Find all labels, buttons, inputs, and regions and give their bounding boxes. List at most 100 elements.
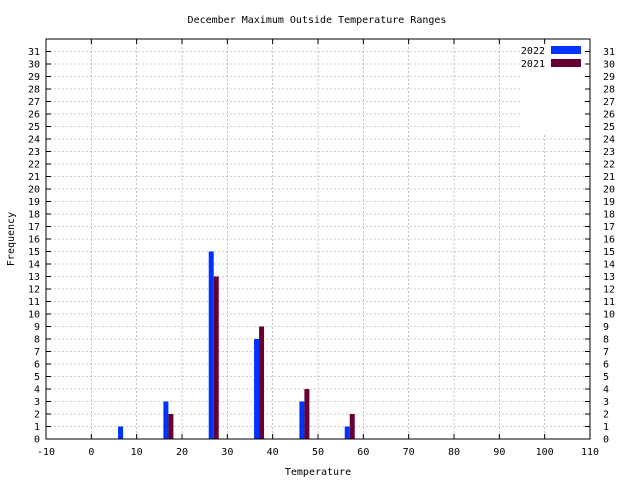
y-tick-label-right: 13 bbox=[603, 272, 615, 283]
x-tick-label: 110 bbox=[581, 447, 599, 458]
y-tick-label: 17 bbox=[28, 222, 40, 233]
y-tick-label-right: 8 bbox=[603, 335, 609, 346]
y-tick-label-right: 11 bbox=[603, 297, 615, 308]
y-axis-label: Frequency bbox=[6, 212, 17, 266]
bars bbox=[118, 251, 355, 439]
y-tick-label: 20 bbox=[28, 185, 40, 196]
y-tick-label-right: 14 bbox=[603, 260, 615, 271]
y-tick-label: 3 bbox=[34, 397, 40, 408]
bar-2021-27 bbox=[213, 276, 219, 439]
y-tick-label-right: 20 bbox=[603, 185, 615, 196]
y-tick-label-right: 7 bbox=[603, 347, 609, 358]
y-tick-label: 1 bbox=[34, 422, 40, 433]
x-tick-label: 60 bbox=[357, 447, 369, 458]
y-tick-label: 9 bbox=[34, 322, 40, 333]
y-tick-label-right: 31 bbox=[603, 47, 615, 58]
y-tick-label: 15 bbox=[28, 247, 40, 258]
y-tick-label: 26 bbox=[28, 110, 40, 121]
y-tick-label: 29 bbox=[28, 72, 40, 83]
y-tick-label-right: 24 bbox=[603, 135, 615, 146]
y-tick-label: 6 bbox=[34, 360, 40, 371]
y-tick-label: 7 bbox=[34, 347, 40, 358]
y-tick-label-right: 6 bbox=[603, 360, 609, 371]
y-tick-label-right: 2 bbox=[603, 410, 609, 421]
chart-title: December Maximum Outside Temperature Ran… bbox=[188, 15, 447, 26]
x-tick-label: 20 bbox=[176, 447, 188, 458]
y-tick-label-right: 10 bbox=[603, 310, 615, 321]
y-tick-label: 24 bbox=[28, 135, 40, 146]
y-tick-label: 18 bbox=[28, 210, 40, 221]
y-tick-label: 2 bbox=[34, 410, 40, 421]
y-tick-label: 23 bbox=[28, 147, 40, 158]
y-tick-label-right: 28 bbox=[603, 85, 615, 96]
x-tick-label: 10 bbox=[131, 447, 143, 458]
x-tick-label: 0 bbox=[88, 447, 94, 458]
y-tick-label: 16 bbox=[28, 235, 40, 246]
legend-label-2022: 2022 bbox=[521, 46, 545, 57]
y-tick-label-right: 16 bbox=[603, 235, 615, 246]
y-tick-label: 0 bbox=[34, 435, 40, 446]
x-tick-label: -10 bbox=[37, 447, 55, 458]
bar-2021-17 bbox=[168, 414, 174, 439]
y-tick-label: 12 bbox=[28, 285, 40, 296]
y-tick-label: 27 bbox=[28, 97, 40, 108]
x-tick-label: 100 bbox=[536, 447, 554, 458]
x-tick-label: 80 bbox=[448, 447, 460, 458]
y-tick-label-right: 17 bbox=[603, 222, 615, 233]
y-tick-label-right: 3 bbox=[603, 397, 609, 408]
x-tick-label: 30 bbox=[221, 447, 233, 458]
y-tick-label: 13 bbox=[28, 272, 40, 283]
bar-2022-57 bbox=[344, 426, 350, 439]
y-tick-label-right: 1 bbox=[603, 422, 609, 433]
y-tick-label-right: 29 bbox=[603, 72, 615, 83]
x-tick-label: 70 bbox=[403, 447, 415, 458]
y-tick-label-right: 0 bbox=[603, 435, 609, 446]
y-tick-label-right: 5 bbox=[603, 372, 609, 383]
y-tick-label-right: 26 bbox=[603, 110, 615, 121]
y-tick-label-right: 15 bbox=[603, 247, 615, 258]
bar-2022-47 bbox=[299, 401, 305, 439]
legend-swatch-2021 bbox=[551, 59, 581, 67]
y-tick-label-right: 9 bbox=[603, 322, 609, 333]
bar-2022-27 bbox=[208, 251, 214, 439]
y-tick-label: 21 bbox=[28, 172, 40, 183]
y-tick-label: 11 bbox=[28, 297, 40, 308]
y-tick-label: 22 bbox=[28, 160, 40, 171]
x-tick-label: 90 bbox=[493, 447, 505, 458]
legend: 2022 2021 bbox=[521, 46, 581, 70]
y-tick-label: 8 bbox=[34, 335, 40, 346]
y-tick-label-right: 12 bbox=[603, 285, 615, 296]
bar-2021-37 bbox=[259, 326, 265, 439]
y-tick-label: 19 bbox=[28, 197, 40, 208]
y-tick-label: 4 bbox=[34, 385, 40, 396]
y-tick-label: 30 bbox=[28, 60, 40, 71]
grid-lines bbox=[46, 39, 590, 439]
y-tick-label-right: 23 bbox=[603, 147, 615, 158]
bar-2022-37 bbox=[254, 339, 260, 439]
x-axis-label: Temperature bbox=[285, 467, 351, 478]
y-tick-label-right: 22 bbox=[603, 160, 615, 171]
legend-background bbox=[520, 41, 589, 135]
bar-2022-17 bbox=[163, 401, 169, 439]
y-tick-label: 28 bbox=[28, 85, 40, 96]
y-tick-label: 10 bbox=[28, 310, 40, 321]
y-tick-label-right: 18 bbox=[603, 210, 615, 221]
y-tick-label: 31 bbox=[28, 47, 40, 58]
bar-2021-57 bbox=[349, 414, 355, 439]
y-tick-label: 14 bbox=[28, 260, 40, 271]
y-tick-label-right: 27 bbox=[603, 97, 615, 108]
y-tick-label: 5 bbox=[34, 372, 40, 383]
y-tick-label: 25 bbox=[28, 122, 40, 133]
y-tick-label-right: 25 bbox=[603, 122, 615, 133]
y-tick-label-right: 19 bbox=[603, 197, 615, 208]
y-tick-label-right: 4 bbox=[603, 385, 609, 396]
bar-2021-47 bbox=[304, 389, 310, 439]
y-tick-label-right: 21 bbox=[603, 172, 615, 183]
x-tick-label: 40 bbox=[267, 447, 279, 458]
bar-2022-7 bbox=[118, 426, 124, 439]
legend-swatch-2022 bbox=[551, 46, 581, 54]
x-tick-label: 50 bbox=[312, 447, 324, 458]
legend-label-2021: 2021 bbox=[521, 59, 545, 70]
